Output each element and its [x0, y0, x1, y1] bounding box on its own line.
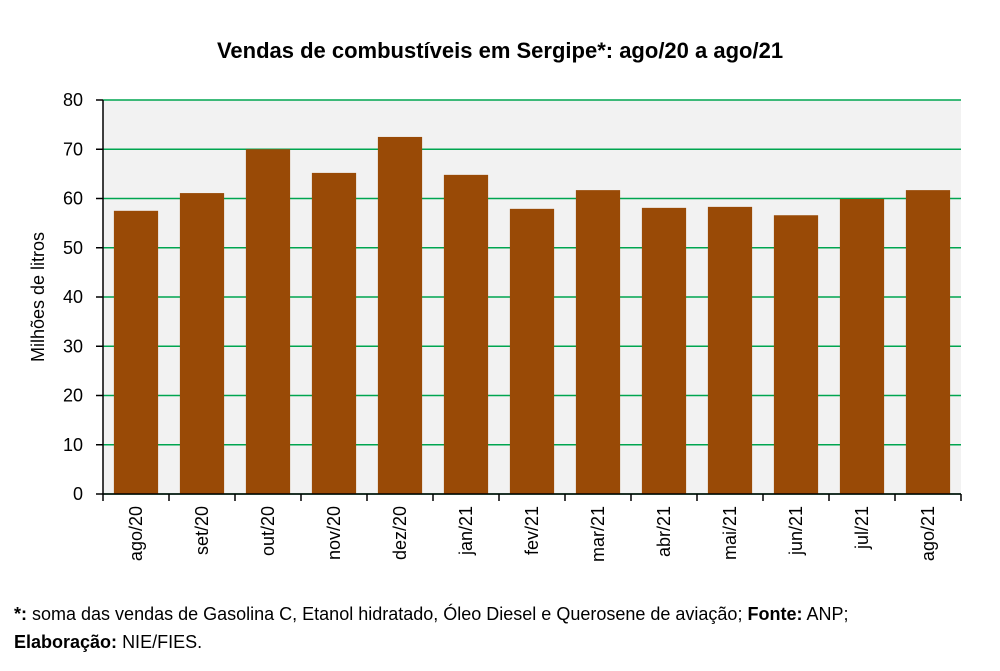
bar	[839, 198, 885, 494]
bar	[707, 206, 753, 494]
y-tick-label: 60	[63, 189, 83, 209]
x-tick-label: jul/21	[852, 506, 872, 550]
chart-title: Vendas de combustíveis em Sergipe*: ago/…	[217, 38, 783, 63]
x-tick-label: fev/21	[522, 506, 542, 555]
x-tick-label: ago/21	[918, 506, 938, 561]
bar	[773, 215, 819, 494]
x-tick-label: set/20	[192, 506, 212, 555]
x-tick-label: nov/20	[324, 506, 344, 560]
x-tick-label: dez/20	[390, 506, 410, 560]
y-tick-label: 10	[63, 435, 83, 455]
footnote-bold: *:	[14, 604, 27, 624]
bar	[245, 149, 291, 494]
x-tick-label: abr/21	[654, 506, 674, 557]
bar	[575, 190, 621, 494]
y-tick-label: 30	[63, 336, 83, 356]
y-tick-label: 80	[63, 90, 83, 110]
bar	[179, 193, 225, 494]
y-tick-label: 20	[63, 386, 83, 406]
bar	[113, 210, 159, 494]
x-tick-label: jan/21	[456, 506, 476, 556]
y-axis-label: Milhões de litros	[28, 232, 48, 362]
footnote-bold: Elaboração:	[14, 632, 118, 652]
x-tick-label: out/20	[258, 506, 278, 556]
bar	[905, 190, 951, 494]
y-tick-label: 0	[73, 484, 83, 504]
y-tick-label: 70	[63, 139, 83, 159]
footnote-text: soma das vendas de Gasolina C, Etanol hi…	[32, 604, 743, 624]
chart: Vendas de combustíveis em Sergipe*: ago/…	[28, 38, 962, 562]
footnote: *: soma das vendas de Gasolina C, Etanol…	[14, 600, 848, 656]
footnote-line: Elaboração: NIE/FIES.	[14, 628, 848, 656]
bar	[509, 208, 555, 494]
x-tick-label: mai/21	[720, 506, 740, 560]
bar	[641, 207, 687, 495]
footnote-text: ANP;	[806, 604, 849, 624]
x-tick-label: jun/21	[786, 506, 806, 556]
bar	[443, 174, 489, 495]
y-tick-label: 40	[63, 287, 83, 307]
bar	[311, 172, 357, 494]
bar	[377, 136, 423, 494]
x-tick-label: ago/20	[126, 506, 146, 561]
footnote-text: NIE/FIES.	[122, 632, 203, 652]
footnote-line: *: soma das vendas de Gasolina C, Etanol…	[14, 600, 848, 628]
footnote-bold: Fonte:	[747, 604, 803, 624]
x-tick-label: mar/21	[588, 506, 608, 562]
y-tick-label: 50	[63, 238, 83, 258]
